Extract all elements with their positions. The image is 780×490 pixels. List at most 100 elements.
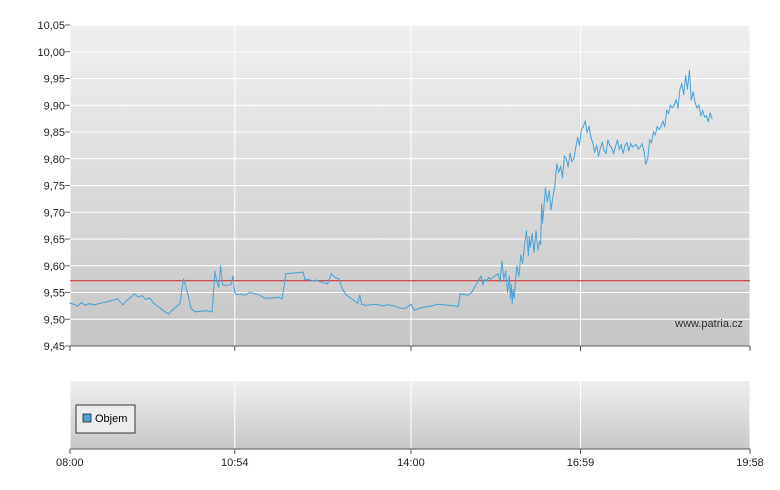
price-point [160,307,162,310]
price-point [569,152,571,154]
price-point [232,275,234,277]
price-point [647,158,649,160]
y-tick-label: 9,50 [44,314,65,326]
price-point [571,160,573,162]
price-point [190,307,192,310]
price-point [277,296,279,298]
price-point [539,241,541,243]
price-point [518,275,520,277]
price-point [353,299,355,302]
price-point [488,276,490,279]
price-point [669,104,672,106]
price-point [586,131,588,133]
price-point [641,143,643,145]
price-point [133,293,135,295]
price-point [668,112,670,114]
price-point [698,104,700,106]
price-point [590,136,592,138]
price-point [637,148,639,150]
price-point [361,303,363,305]
price-point [453,305,456,307]
price-point [425,306,427,308]
price-point [599,147,602,149]
price-point [597,155,600,157]
price-point [489,278,492,280]
price-point [334,276,336,279]
price-point [220,265,222,267]
price-point [216,281,218,283]
price-points [69,69,713,315]
price-point [122,304,124,306]
price-point [244,294,246,296]
price-point [164,311,166,313]
price-point [635,144,638,146]
price-point [105,301,107,303]
price-point [99,302,101,304]
price-point [633,144,636,146]
price-point [673,104,675,106]
price-point [528,235,530,237]
price-point [692,91,694,93]
price-point [688,69,691,72]
price-point [511,302,513,304]
price-point [364,304,367,306]
price-point [548,190,550,192]
price-point [236,294,238,296]
price-point [338,278,340,280]
price-point [592,142,594,144]
price-point [414,309,416,311]
price-point [345,294,348,296]
price-point [370,304,372,306]
price-point [624,144,626,146]
price-point [561,176,564,179]
price-point [448,304,450,306]
price-point [512,289,514,291]
price-point [152,302,154,304]
price-point [522,262,524,264]
price-point [565,158,567,160]
price-point [69,302,71,304]
price-point [211,311,213,313]
x-tick-label: 14:00 [397,457,425,469]
price-point [664,126,666,128]
price-point [302,271,304,273]
price-point [80,302,82,304]
price-point [656,126,658,128]
price-point [666,110,668,112]
legend-label: Objem [95,413,127,425]
price-point [254,293,256,295]
price-point [524,243,526,245]
y-tick-label: 10,05 [37,20,65,32]
price-point [654,134,656,136]
price-point [616,139,619,141]
price-point [650,142,653,144]
y-tick-label: 9,70 [44,207,65,219]
price-point [239,293,242,295]
price-point [323,282,325,284]
price-point [660,126,662,128]
price-point [291,272,293,274]
price-point [508,275,510,277]
price-point [214,270,216,272]
price-point [605,152,607,154]
price-point [404,307,406,310]
price-point [613,152,615,154]
price-point [525,230,528,232]
x-tick-label: 10:54 [221,457,249,469]
price-point [618,148,620,150]
price-point [632,146,634,148]
price-point [516,265,518,267]
price-point [510,283,512,286]
price-point [186,291,188,294]
price-point [671,107,673,109]
price-point [387,304,389,306]
price-point [359,294,361,296]
price-point [342,289,344,291]
price-point [542,222,544,224]
y-tick-label: 9,60 [44,261,65,273]
price-point [544,187,547,189]
price-point [643,150,645,152]
price-point [658,128,660,130]
price-point [84,304,86,306]
price-point [596,144,598,146]
